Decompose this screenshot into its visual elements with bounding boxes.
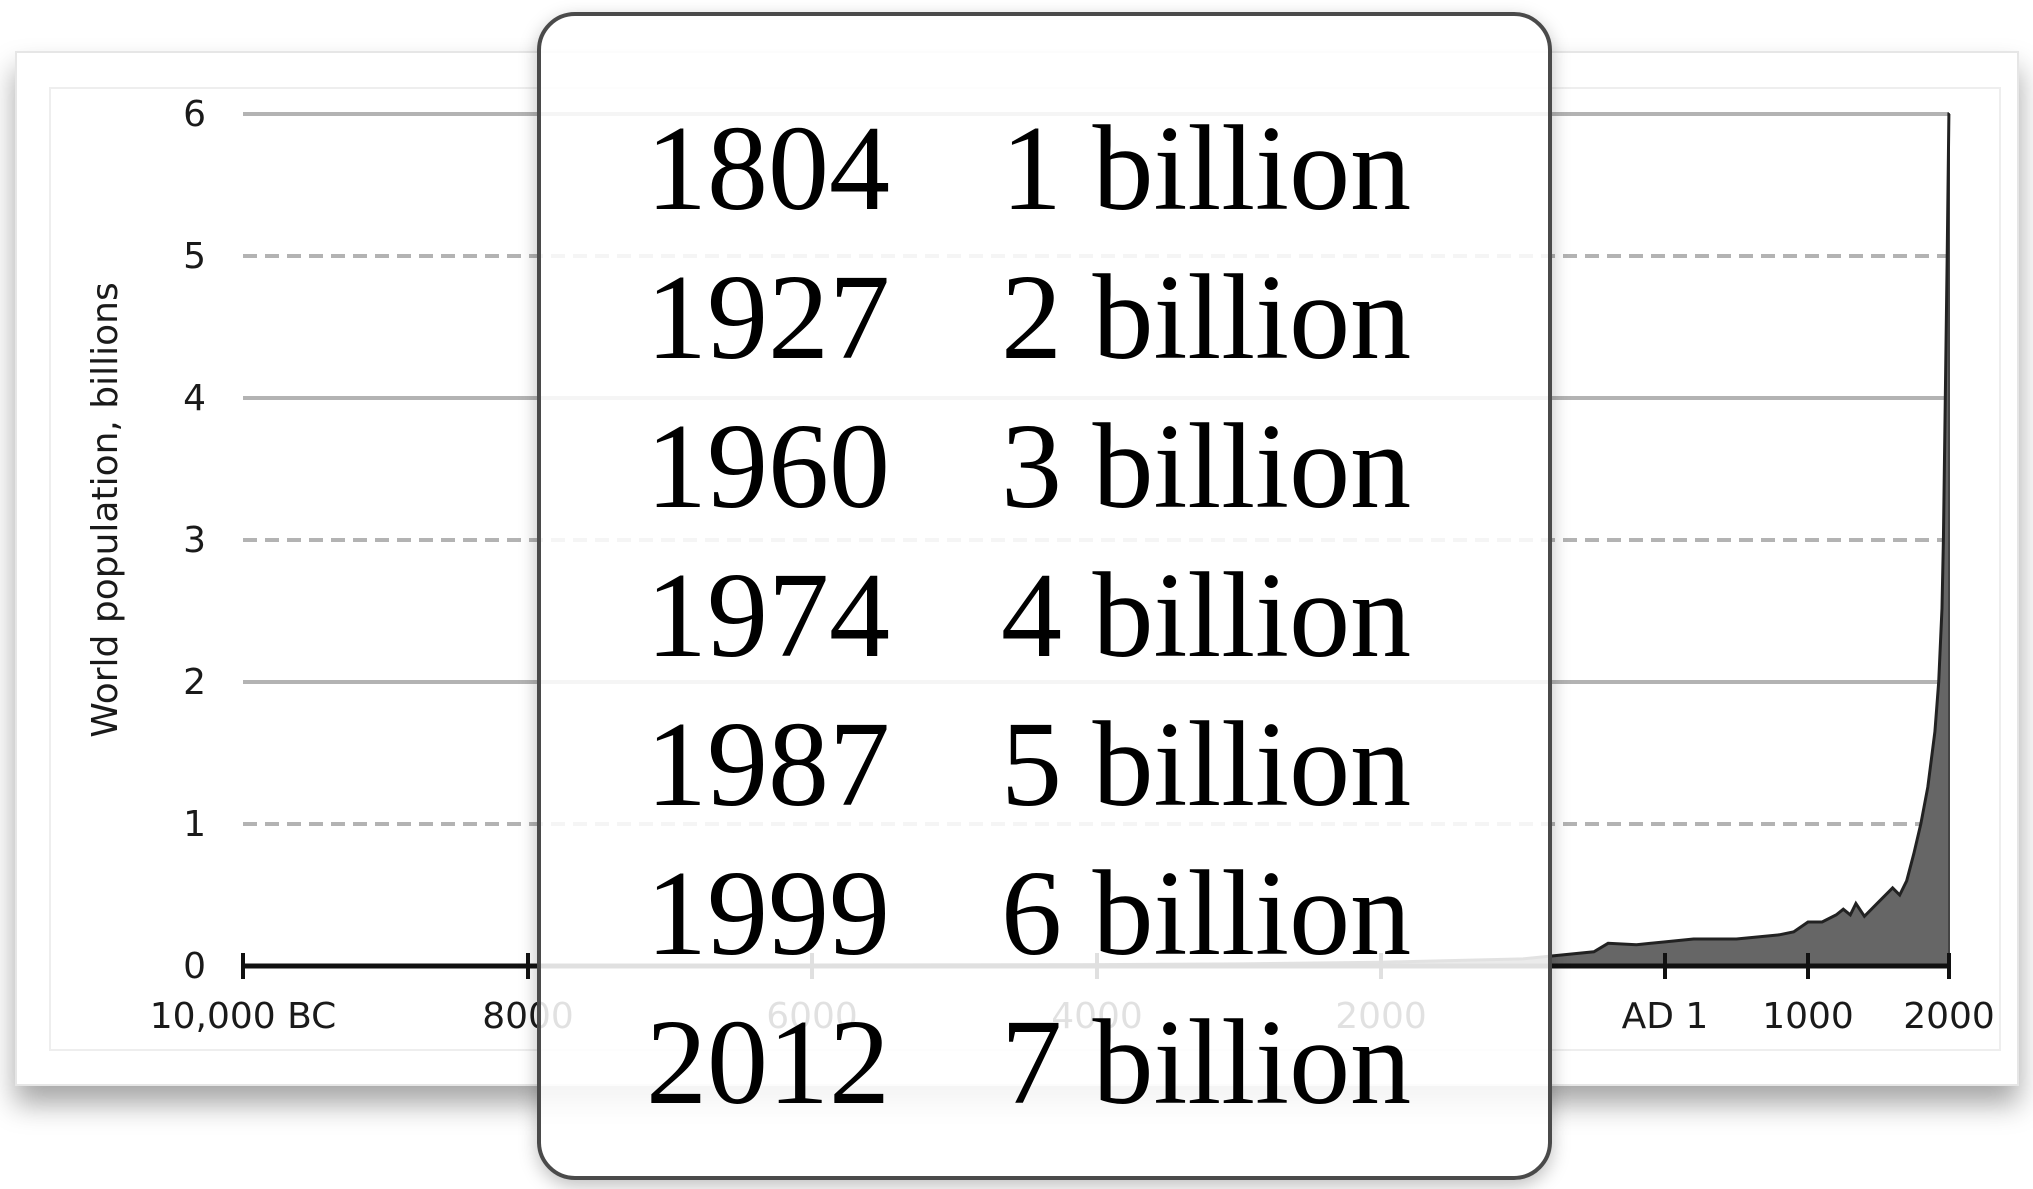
milestone-panel: 1804 1 billion 1927 2 billion 1960 3 billion 1…: [537, 12, 1552, 1180]
milestone-population: 7 billion: [1001, 995, 1412, 1130]
x-tick-label-1000: 1000: [1762, 996, 1854, 1037]
milestone-row: 2012 7 billion: [541, 988, 1548, 1138]
y-tick-label-3: 3: [183, 520, 206, 561]
milestone-row: 1927 2 billion: [541, 243, 1548, 393]
x-tick-label-AD1: AD 1: [1622, 996, 1709, 1037]
milestone-year: 1987: [646, 697, 890, 832]
milestone-row: 1960 3 billion: [541, 392, 1548, 542]
milestone-population: 1 billion: [1001, 101, 1412, 236]
y-tick-label-2: 2: [183, 662, 206, 703]
y-tick-label-6: 6: [183, 94, 206, 135]
milestone-population: 6 billion: [1001, 846, 1412, 981]
milestone-row: 1974 4 billion: [541, 541, 1548, 691]
y-axis-title: World population, billions: [85, 282, 126, 738]
milestone-year: 1960: [646, 399, 890, 534]
milestone-population: 4 billion: [1001, 548, 1412, 683]
milestone-year: 1974: [646, 548, 890, 683]
milestone-year: 1804: [646, 101, 890, 236]
milestone-population: 3 billion: [1001, 399, 1412, 534]
x-tick-label-10000BC: 10,000 BC: [150, 996, 337, 1037]
x-tick-label-2000: 2000: [1903, 996, 1995, 1037]
milestone-population: 5 billion: [1001, 697, 1412, 832]
y-tick-label-5: 5: [183, 236, 206, 277]
milestone-row: 1987 5 billion: [541, 690, 1548, 840]
milestone-year: 1999: [646, 846, 890, 981]
milestone-year: 2012: [646, 995, 890, 1130]
milestone-row: 1804 1 billion: [541, 94, 1548, 244]
milestone-row: 1999 6 billion: [541, 839, 1548, 989]
milestone-population: 2 billion: [1001, 250, 1412, 385]
y-tick-label-1: 1: [183, 804, 206, 845]
milestone-year: 1927: [646, 250, 890, 385]
y-tick-label-0: 0: [183, 946, 206, 987]
y-tick-label-4: 4: [183, 378, 206, 419]
